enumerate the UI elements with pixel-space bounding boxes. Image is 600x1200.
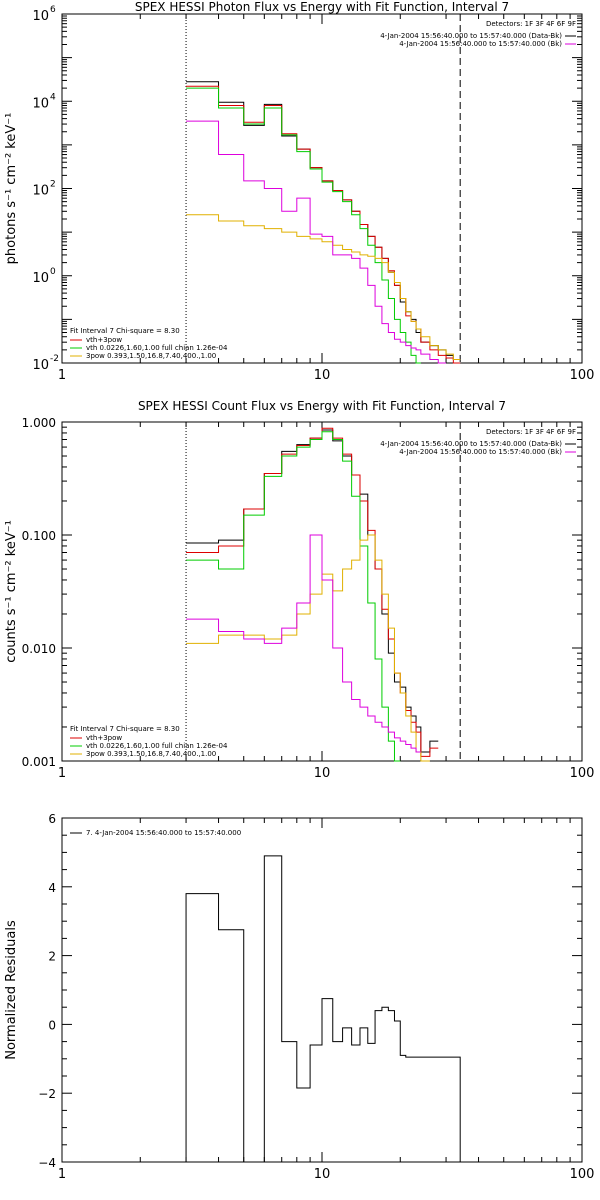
y-tick-label: −2 [38,1087,56,1101]
x-tick-label: 100 [570,766,595,781]
y-tick-label: 10 [32,271,49,286]
y-tick-label: 4 [48,881,56,895]
legend-entry-label: 4-Jan-2004 15:56:40.000 to 15:57:40.000 … [399,40,562,48]
series-line-4 [186,120,447,364]
legend-title: Detectors: 1F 3F 4F 6F 9F [486,20,576,28]
y-tick-label: 6 [48,812,56,826]
x-tick-label: 10 [314,1167,331,1182]
fit-legend-label: vth 0.0226,1.60,1.00 full chian 1.26e-04 [86,742,228,750]
y-axis-label: counts s⁻¹ cm⁻² keV⁻¹ [4,520,19,663]
fit-legend-label: vth+3pow [86,336,122,344]
fit-legend-title: Fit Interval 7 Chi-square = 8.30 [70,725,180,733]
residual-legend-label: 7. 4-Jan-2004 15:56:40.000 to 15:57:40.0… [86,829,241,837]
x-tick-label: 100 [570,1167,595,1182]
legend-entry-label: 4-Jan-2004 15:56:40.000 to 15:57:40.000 … [399,448,562,456]
y-tick-label: 10 [32,184,49,199]
y-axis-label: photons s⁻¹ cm⁻² keV⁻¹ [4,113,19,265]
series-line-3 [186,214,461,361]
legend-entry-label: 4-Jan-2004 15:56:40.000 to 15:57:40.000 … [380,440,562,448]
x-tick-label: 1 [58,766,66,781]
y-tick-label: 1.000 [22,416,56,430]
fit-legend-label: 3pow 0.393,1.50,16.8,7.40,400.,1.00 [86,352,216,360]
y-tick-label: 0.010 [22,642,56,656]
y-tick-exponent: -2 [50,354,59,364]
series-line-2 [186,87,421,364]
y-tick-exponent: 2 [50,180,56,190]
y-tick-exponent: 0 [50,267,56,277]
y-axis-label: Normalized Residuals [4,920,19,1060]
y-tick-label: 2 [48,950,56,964]
series-line-4 [186,534,421,753]
fit-legend-label: vth 0.0226,1.60,1.00 full chian 1.26e-04 [86,344,228,352]
x-tick-label: 10 [314,766,331,781]
legend-entry-label: 4-Jan-2004 15:56:40.000 to 15:57:40.000 … [380,32,562,40]
normalized-residuals-chart: 1 10 100 −4 −2 0 2 4 6 Normalized Residuals 7. 4-J… [4,812,594,1182]
fit-legend-title: Fit Interval 7 Chi-square = 8.30 [70,327,180,335]
y-tick-label: 0 [48,1018,56,1032]
x-tick-label: 1 [58,1167,66,1182]
x-tick-label: 10 [314,368,331,383]
chart-title: SPEX HESSI Count Flux vs Energy with Fit… [138,399,506,413]
x-tick-label: 1 [58,368,66,383]
series-line-0 [185,855,461,1163]
series-line-1 [186,427,439,757]
chart-title: SPEX HESSI Photon Flux vs Energy with Fi… [135,0,509,14]
y-tick-label: −4 [38,1156,56,1170]
x-tick-label: 100 [570,368,595,383]
legend-title: Detectors: 1F 3F 4F 6F 9F [486,428,576,436]
y-tick-exponent: 6 [50,5,56,15]
y-tick-label: 0.100 [22,529,56,543]
series-line-0 [186,429,439,753]
y-tick-label: 10 [32,9,49,24]
fit-legend-label: 3pow 0.393,1.50,16.8,7.40,400.,1.00 [86,750,216,758]
y-tick-label: 10 [32,358,49,373]
y-tick-exponent: 4 [50,92,56,102]
y-tick-label: 10 [32,96,49,111]
y-tick-label: 0.001 [22,755,56,769]
series-line-1 [186,85,461,364]
plot-frame [61,13,583,364]
count-flux-chart: 1 10 100 0.001 0.010 0.100 1.000 SPEX HESSI Cou… [4,399,594,781]
fit-legend-label: vth+3pow [86,734,122,742]
series-line-2 [186,431,401,762]
plot-frame [61,817,583,1163]
